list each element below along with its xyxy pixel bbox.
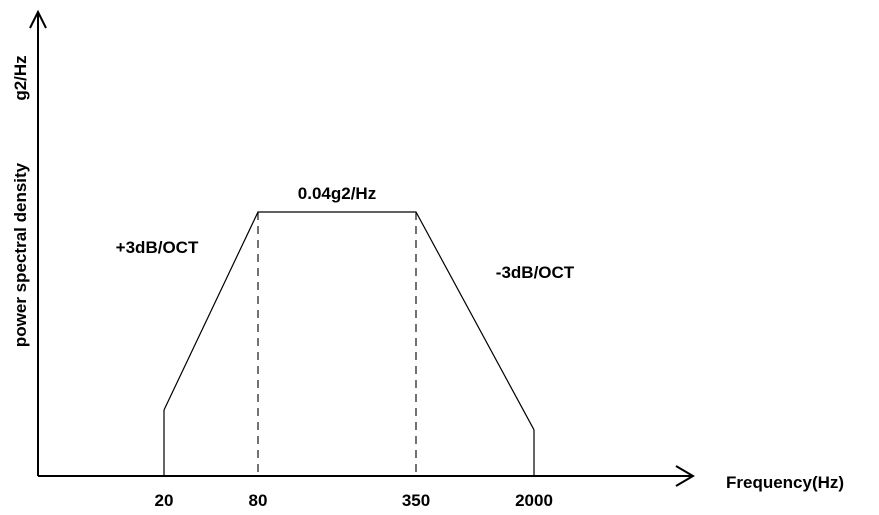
x-tick-label-3: 2000 — [515, 491, 553, 510]
x-tick-label-1: 80 — [249, 491, 268, 510]
rising-slope-label: +3dB/OCT — [116, 238, 199, 257]
x-tick-label-0: 20 — [155, 491, 174, 510]
y-axis-label: power spectral density — [11, 162, 30, 347]
plateau-label: 0.04g2/Hz — [298, 184, 376, 203]
x-axis-arrowhead — [675, 465, 695, 487]
x-tick-label-2: 350 — [402, 491, 430, 510]
y-axis-arrowhead — [29, 9, 47, 29]
x-axis-label: Frequency(Hz) — [726, 473, 844, 492]
y-axis-unit-label: g2/Hz — [11, 55, 30, 100]
psd-profile-line — [163, 211, 535, 431]
falling-slope-label: -3dB/OCT — [496, 263, 575, 282]
